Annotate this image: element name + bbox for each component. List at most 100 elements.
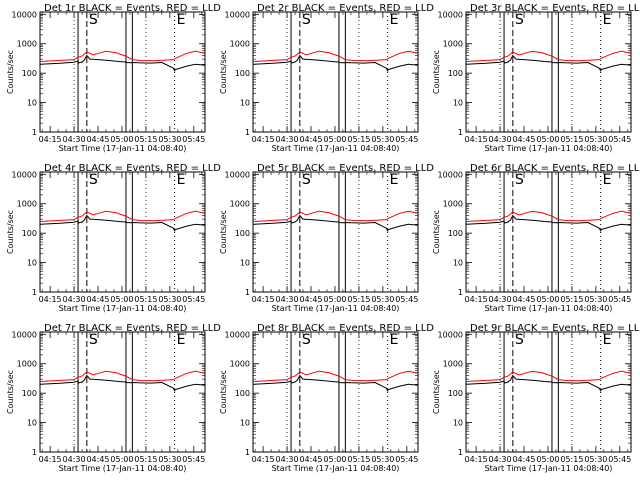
y-tick-label: 1 [32, 448, 37, 457]
y-tick-label: 100 [22, 389, 37, 398]
y-tick-label: 1000 [17, 360, 37, 369]
panel-det-1: Det 1r BLACK = Events, RED = LLD 1 10 100 10… [6, 3, 221, 153]
y-tick-label: 10 [240, 419, 250, 428]
y-axis-label: Counts/sec [432, 210, 441, 254]
y-tick-label: 1 [32, 128, 37, 137]
marker-label-e: E [177, 332, 186, 348]
x-tick-label: 04:45 [512, 295, 535, 304]
x-tick-label: 04:30 [63, 455, 86, 464]
x-tick-label: 05:00 [110, 455, 133, 464]
y-tick-label: 1 [245, 288, 250, 297]
x-tick-label: 04:30 [276, 455, 299, 464]
y-tick-label: 100 [448, 229, 463, 238]
x-tick-label: 04:15 [39, 295, 62, 304]
series-events-line [252, 54, 419, 73]
y-tick-label: 10000 [12, 330, 37, 339]
x-tick-label: 05:00 [323, 455, 346, 464]
marker-label-s: S [515, 172, 524, 188]
marker-label-s: S [302, 332, 311, 348]
y-tick-label: 10 [240, 259, 250, 268]
panel-title: Det 3r BLACK = Events, RED = LLD [470, 3, 640, 14]
x-tick-label: 05:30 [371, 135, 394, 144]
x-tick-label: 05:00 [110, 135, 133, 144]
marker-label-e: E [177, 12, 186, 28]
y-tick-label: 100 [235, 69, 250, 78]
series-events-line [252, 214, 419, 233]
y-tick-label: 1000 [443, 200, 463, 209]
x-tick-label: 05:30 [584, 135, 607, 144]
x-axis-label: Start Time (17-Jan-11 04:08:40) [485, 304, 613, 313]
y-tick-label: 10000 [12, 170, 37, 179]
y-tick-label: 10 [27, 419, 37, 428]
y-tick-label: 100 [448, 389, 463, 398]
y-axis-label: Counts/sec [219, 50, 228, 94]
panel-det-4: Det 4r BLACK = Events, RED = LLD 1 10 100 10… [6, 163, 221, 313]
x-tick-label: 04:45 [512, 455, 535, 464]
y-tick-label: 1 [32, 288, 37, 297]
x-tick-label: 04:15 [465, 455, 488, 464]
x-axis-label: Start Time (17-Jan-11 04:08:40) [59, 144, 187, 153]
y-tick-label: 10000 [12, 10, 37, 19]
x-tick-label: 05:45 [608, 455, 631, 464]
x-tick-label: 05:30 [158, 295, 181, 304]
x-tick-label: 05:15 [134, 295, 157, 304]
panel-title: Det 6r BLACK = Events, RED = LLD [470, 163, 640, 174]
x-tick-label: 05:30 [584, 295, 607, 304]
plot-frame [465, 11, 632, 133]
x-tick-label: 05:00 [323, 295, 346, 304]
marker-label-e: E [390, 332, 399, 348]
series-events-line [465, 374, 632, 393]
y-tick-label: 10000 [225, 10, 250, 19]
x-tick-label: 05:30 [371, 295, 394, 304]
y-tick-label: 10000 [438, 10, 463, 19]
marker-label-s: S [89, 12, 98, 28]
series-events-line [465, 214, 632, 233]
series-lld-line [252, 210, 419, 222]
series-events-line [39, 214, 206, 233]
series-lld-line [465, 370, 632, 382]
y-tick-label: 1 [458, 448, 463, 457]
y-tick-label: 1000 [443, 40, 463, 49]
x-tick-label: 05:30 [584, 455, 607, 464]
x-tick-label: 04:45 [512, 135, 535, 144]
x-tick-label: 04:30 [63, 135, 86, 144]
x-tick-label: 05:15 [560, 295, 583, 304]
series-lld-line [39, 370, 206, 382]
y-tick-label: 1000 [230, 40, 250, 49]
panel-det-3: Det 3r BLACK = Events, RED = LLD 1 10 100 10… [432, 3, 640, 153]
panel-title: Det 2r BLACK = Events, RED = LLD [257, 3, 434, 14]
x-axis-label: Start Time (17-Jan-11 04:08:40) [59, 304, 187, 313]
y-tick-label: 1 [245, 128, 250, 137]
x-tick-label: 04:30 [489, 295, 512, 304]
x-tick-label: 05:15 [347, 135, 370, 144]
x-tick-label: 05:15 [560, 455, 583, 464]
plot-frame [252, 11, 419, 133]
panel-det-9: Det 9r BLACK = Events, RED = LLD 1 10 100 10… [432, 323, 640, 473]
y-tick-label: 10000 [225, 330, 250, 339]
y-tick-label: 100 [22, 229, 37, 238]
y-tick-label: 1000 [230, 360, 250, 369]
y-tick-label: 1000 [230, 200, 250, 209]
marker-label-s: S [302, 12, 311, 28]
x-tick-label: 05:45 [395, 455, 418, 464]
y-tick-label: 1 [245, 448, 250, 457]
series-lld-line [465, 210, 632, 222]
x-tick-label: 05:15 [134, 455, 157, 464]
series-events-line [39, 374, 206, 393]
x-tick-label: 04:30 [489, 455, 512, 464]
x-axis-label: Start Time (17-Jan-11 04:08:40) [59, 464, 187, 473]
y-tick-label: 10 [453, 259, 463, 268]
series-events-line [465, 54, 632, 73]
plot-frame [465, 331, 632, 453]
series-events-line [252, 374, 419, 393]
panel-title: Det 1r BLACK = Events, RED = LLD [44, 3, 221, 14]
x-tick-label: 05:00 [110, 295, 133, 304]
x-axis-label: Start Time (17-Jan-11 04:08:40) [272, 144, 400, 153]
y-axis-label: Counts/sec [219, 370, 228, 414]
y-tick-label: 100 [235, 389, 250, 398]
series-lld-line [465, 50, 632, 62]
plot-frame [39, 11, 206, 133]
y-tick-label: 1000 [443, 360, 463, 369]
marker-label-e: E [603, 172, 612, 188]
panel-title: Det 5r BLACK = Events, RED = LLD [257, 163, 434, 174]
